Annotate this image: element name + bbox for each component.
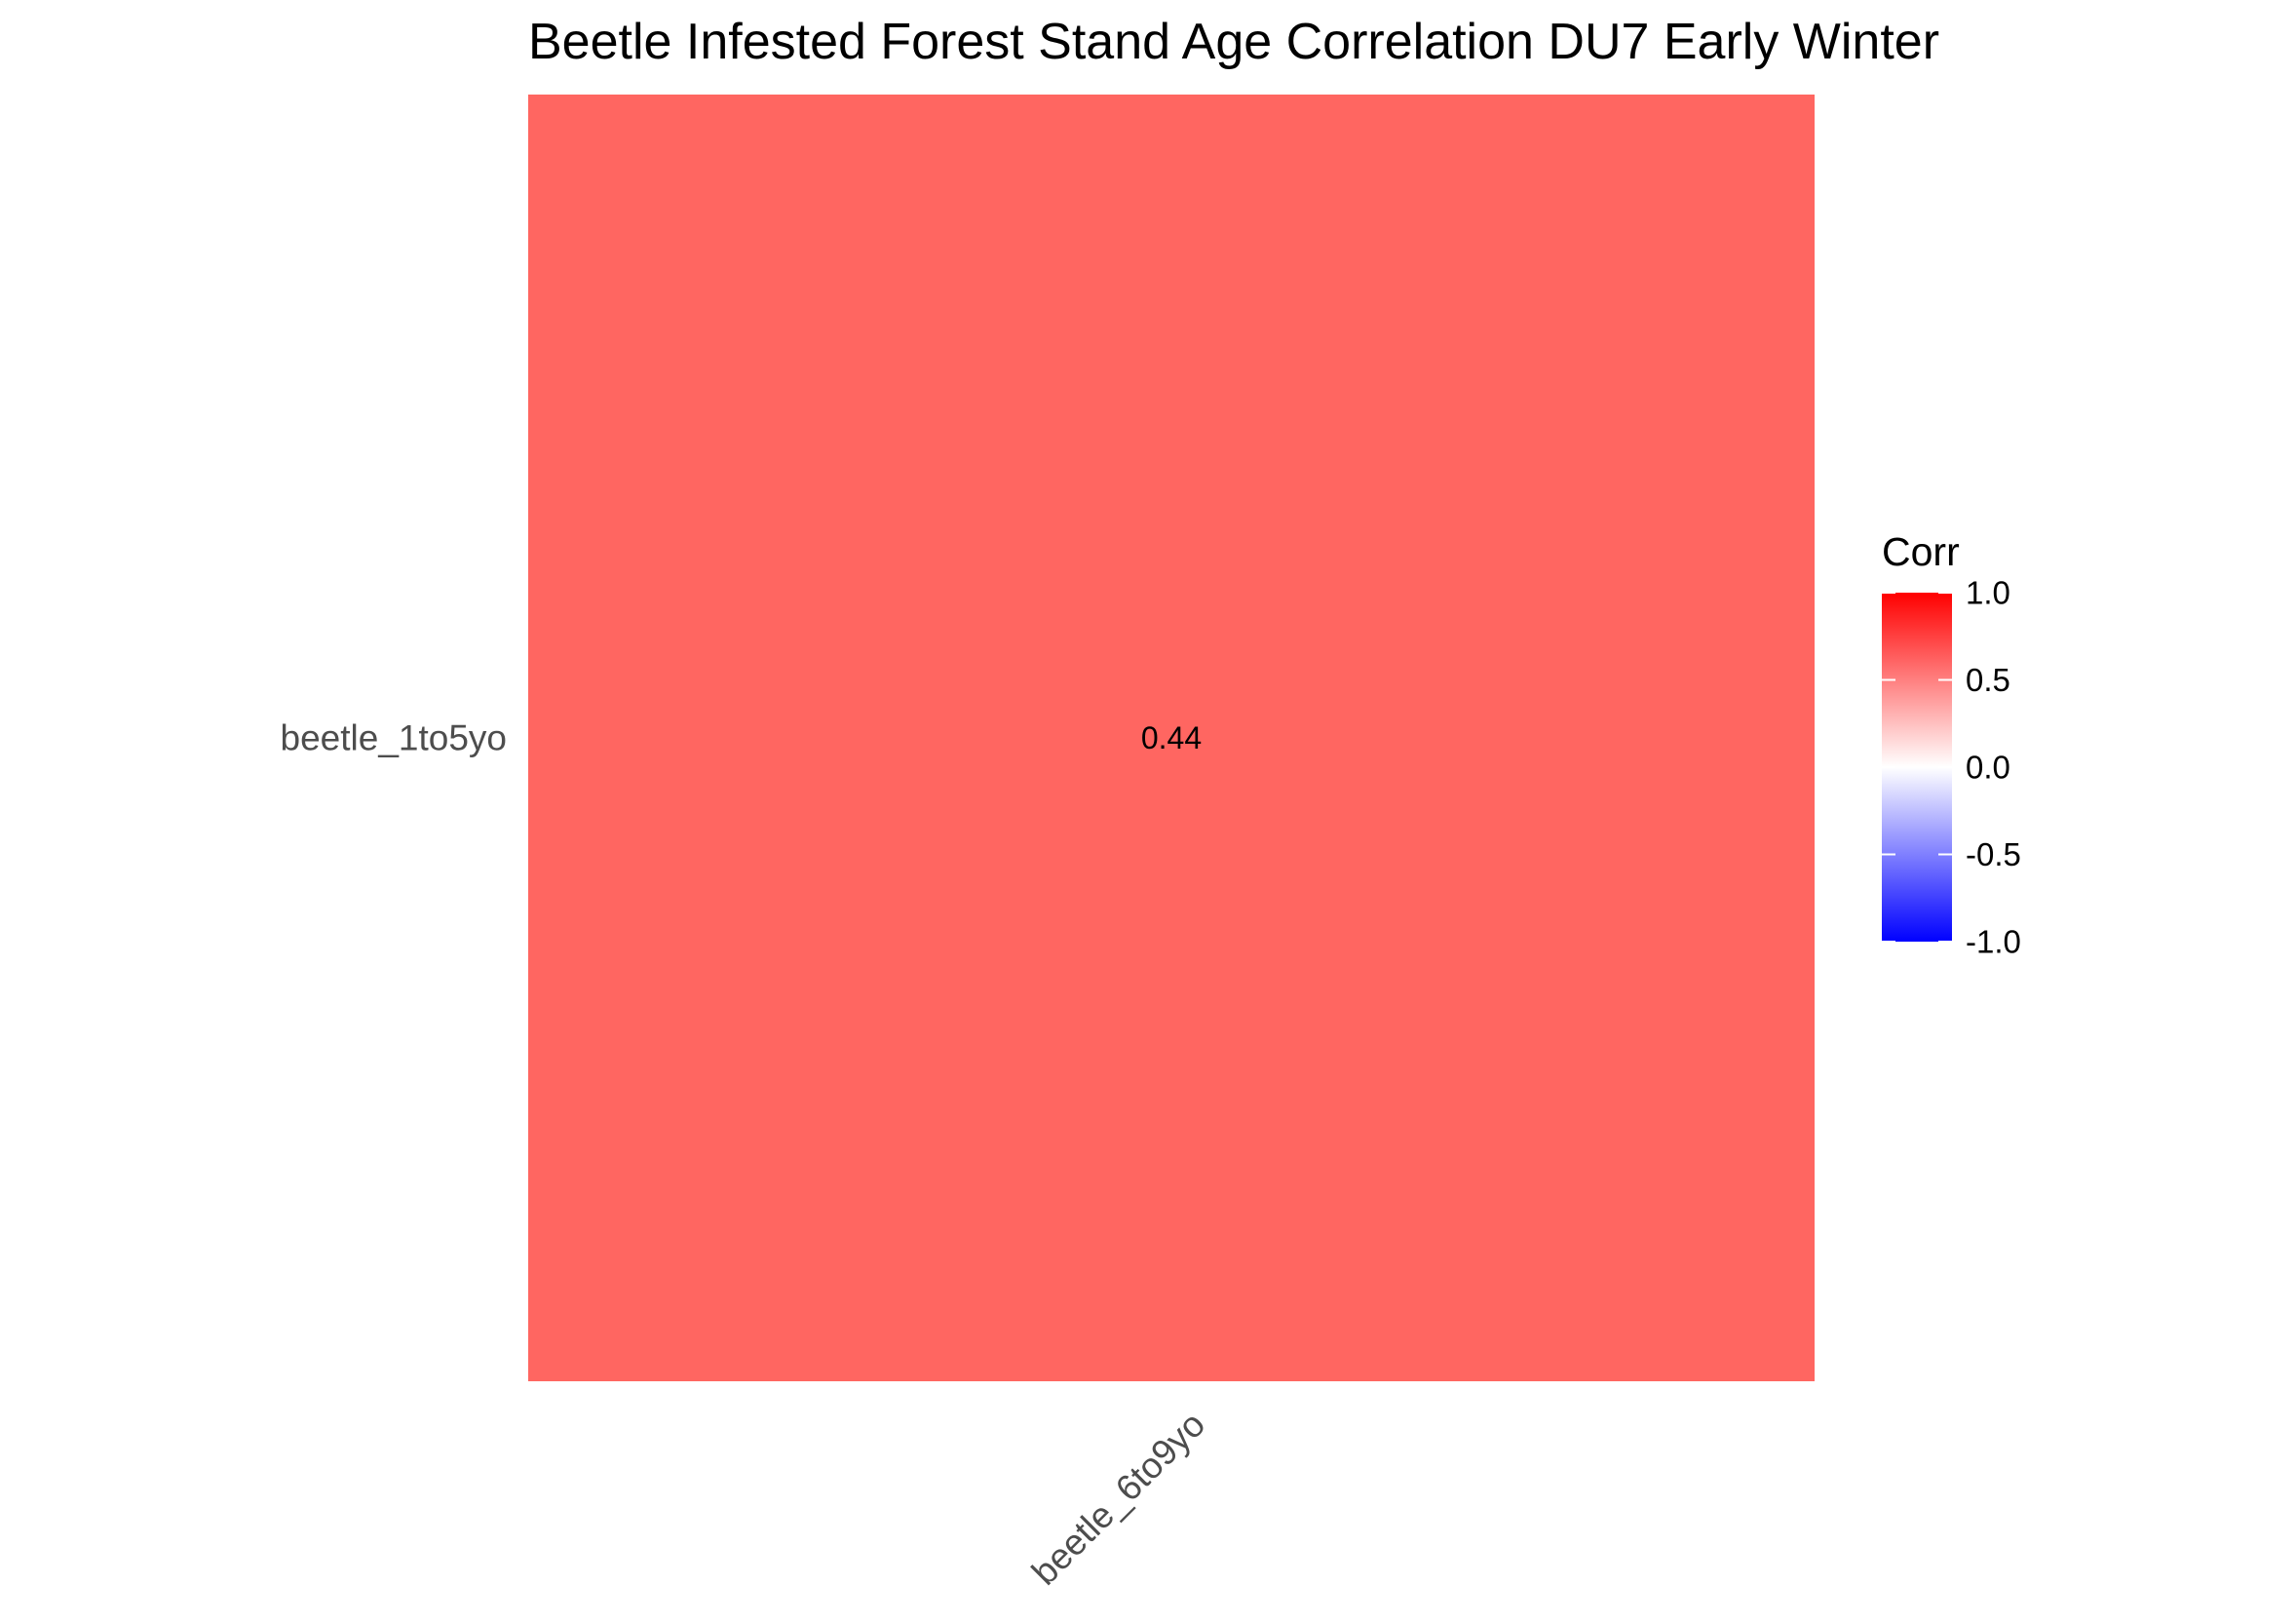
legend-tick-label: 1.0 <box>1966 575 2010 611</box>
color-legend: Corr 1.0 0.5 0.0 -0.5 -1.0 <box>1882 529 2021 960</box>
x-tick-label: beetle_6to9yo <box>1024 1404 1212 1592</box>
heatmap-cell <box>528 95 1815 1381</box>
y-axis: beetle_1to5yo <box>281 718 507 758</box>
heatmap-cell-label: 0.44 <box>1141 720 1202 755</box>
legend-tick-label: -0.5 <box>1966 836 2021 872</box>
legend-title: Corr <box>1882 529 1960 574</box>
legend-tick-label: 0.0 <box>1966 750 2010 786</box>
legend-tick-label: -1.0 <box>1966 924 2021 960</box>
chart-title: Beetle Infested Forest Stand Age Correla… <box>528 14 1939 70</box>
legend-ticks: 1.0 0.5 0.0 -0.5 -1.0 <box>1882 575 2021 960</box>
legend-tick-label: 0.5 <box>1966 662 2010 698</box>
heatmap-panel: 0.44 <box>528 95 1815 1381</box>
y-tick-label: beetle_1to5yo <box>281 718 507 758</box>
x-axis: beetle_6to9yo <box>1024 1404 1212 1592</box>
